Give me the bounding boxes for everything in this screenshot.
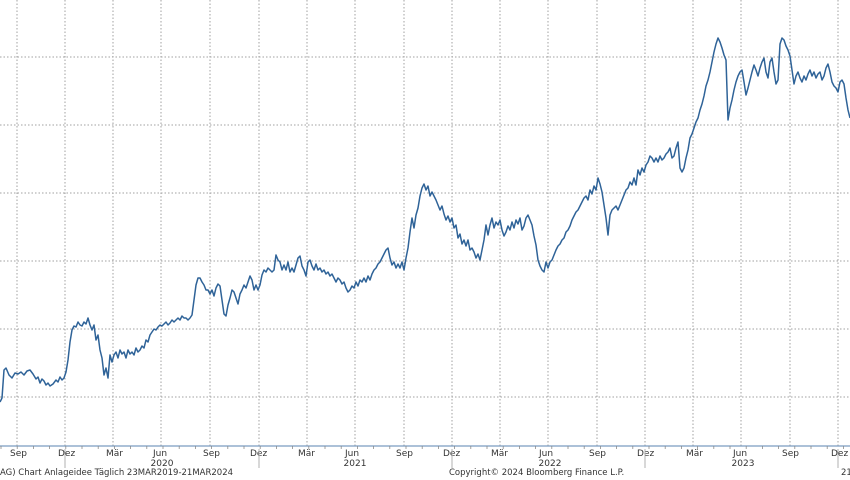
month-tick-label: Dez: [58, 449, 75, 459]
month-tick-label: Mär: [686, 449, 703, 459]
horizontal-gridlines: [0, 56, 850, 398]
month-tick-label: Dez: [831, 449, 848, 459]
month-tick-label: Sep: [10, 449, 27, 459]
month-tick-labels: SepDezMärJunSepDezMärJunSepDezMärJunSepD…: [10, 449, 848, 459]
month-tick-label: Jun: [152, 449, 167, 459]
month-tick-label: Mär: [106, 449, 123, 459]
x-axis-ticks: [0, 446, 844, 449]
year-tick-label: 2022: [539, 459, 562, 469]
year-tick-label: 2020: [151, 459, 174, 469]
price-series-line: [0, 37, 850, 403]
year-separators: [64, 449, 839, 468]
footer-end-date-fragment: 21: [841, 468, 850, 478]
month-tick-label: Sep: [396, 449, 413, 459]
month-tick-label: Sep: [782, 449, 799, 459]
footer-chart-info: AG) Chart Anlageidee Täglich 23MAR2019-2…: [0, 468, 234, 478]
month-tick-label: Jun: [732, 449, 747, 459]
year-tick-label: 2023: [732, 459, 755, 469]
month-tick-label: Jun: [538, 449, 553, 459]
month-tick-label: Mär: [491, 449, 508, 459]
vertical-gridlines: [16, 0, 839, 446]
month-tick-label: Jun: [344, 449, 359, 459]
month-tick-label: Sep: [589, 449, 606, 459]
year-tick-labels: 2020 2021 2022 2023: [151, 459, 755, 469]
month-tick-label: Mär: [298, 449, 315, 459]
year-tick-label: 2021: [344, 459, 367, 469]
footer-copyright: Copyright© 2024 Bloomberg Finance L.P.: [449, 468, 625, 478]
month-tick-label: Dez: [637, 449, 654, 459]
month-tick-label: Sep: [203, 449, 220, 459]
